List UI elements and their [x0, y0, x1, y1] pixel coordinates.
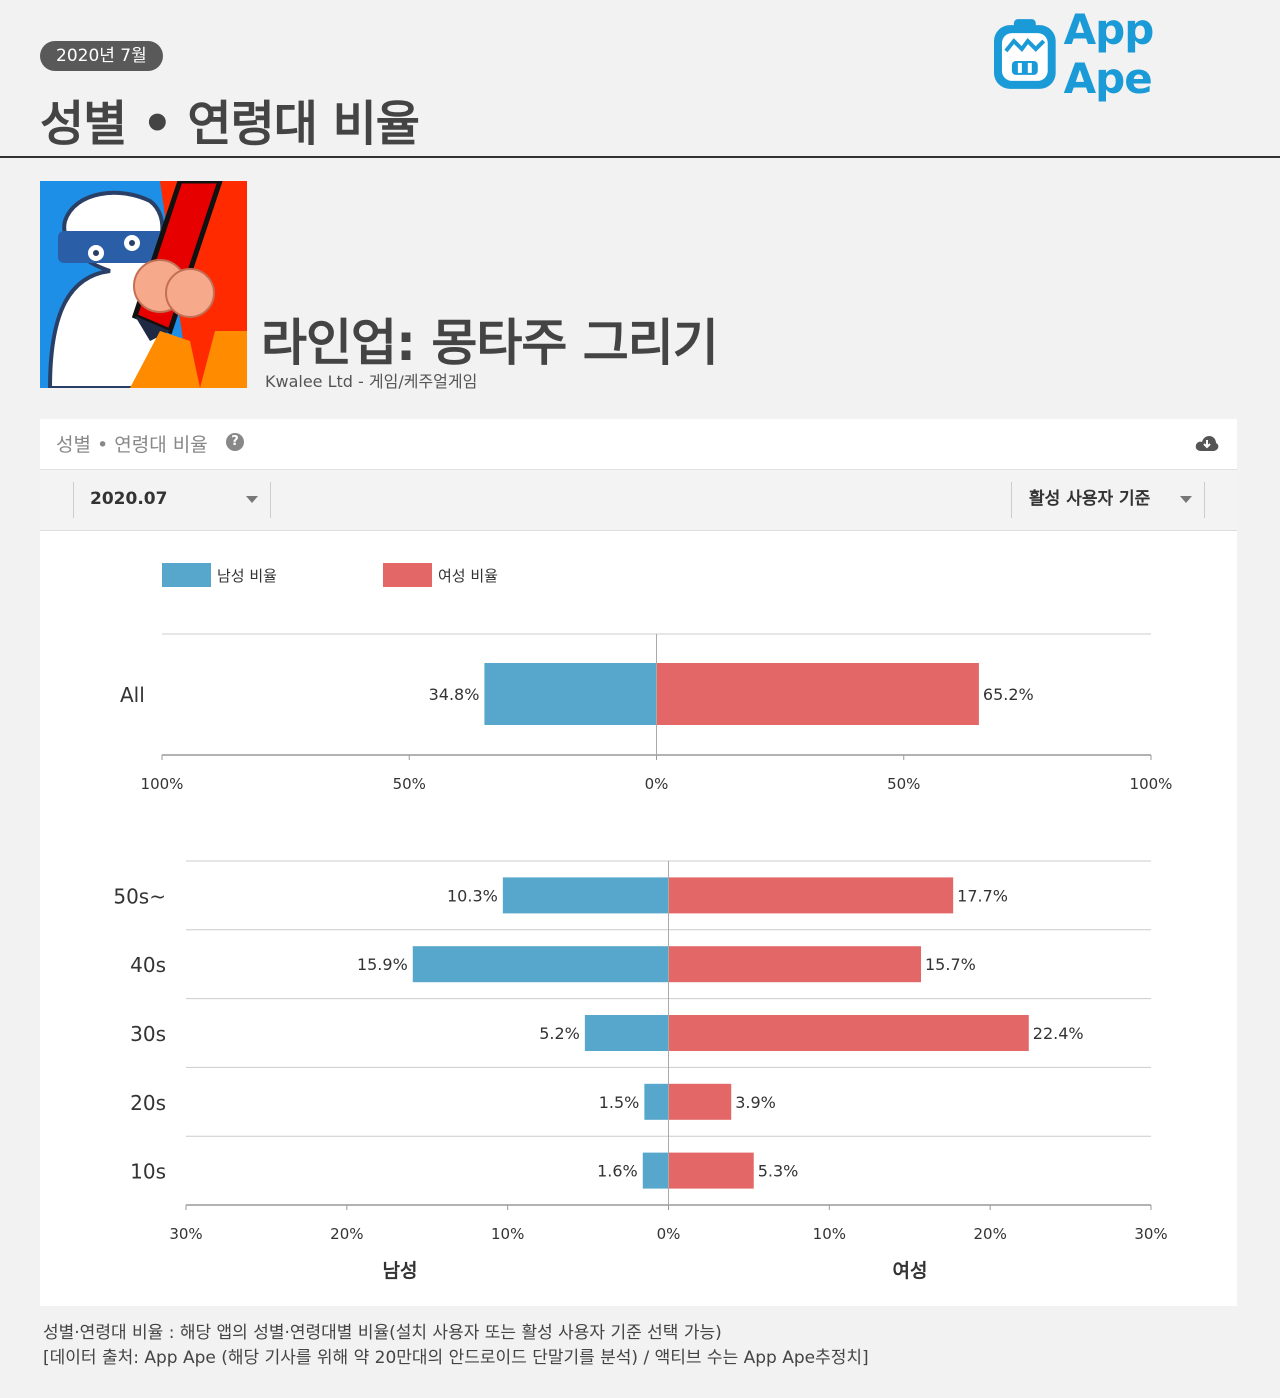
data-label-female-20s: 3.9%	[735, 1093, 776, 1112]
chevron-down-icon	[246, 496, 258, 503]
bar-female-10s	[668, 1152, 754, 1189]
data-label-female-50s~: 17.7%	[957, 886, 1008, 905]
app-developer-category: Kwalee Ltd - 게임/케주얼게임	[265, 372, 478, 391]
data-label-female-10s: 5.3%	[758, 1162, 799, 1181]
bar-male-50s~	[502, 877, 669, 914]
brand-name: App Ape	[1063, 5, 1155, 103]
bar-female-30s	[668, 1015, 1029, 1051]
x-tick-label: 30%	[1134, 1225, 1167, 1243]
bar-female-50s~	[668, 877, 954, 914]
x-tick-label: 50%	[887, 775, 920, 793]
data-label-female-40s: 15.7%	[925, 955, 976, 974]
app-ape-mascot-icon	[993, 19, 1056, 89]
data-label-male-40s: 15.9%	[357, 955, 408, 974]
panel-title: 성별 • 연령대 비율	[56, 434, 208, 456]
footnote: 성별·연령대 비율 : 해당 앱의 성별·연령대별 비율(설치 사용자 또는 활…	[43, 1321, 869, 1371]
cloud-download-icon[interactable]	[1195, 433, 1219, 453]
x-tick-label: 100%	[141, 775, 184, 793]
bar-female-all	[656, 663, 979, 725]
data-label-female-30s: 22.4%	[1033, 1024, 1084, 1043]
bar-male-40s	[412, 946, 669, 983]
category-label-30s: 30s	[130, 1022, 166, 1046]
x-tick-label: 50%	[393, 775, 426, 793]
x-tick-label: 10%	[813, 1225, 846, 1243]
x-tick-label: 0%	[645, 775, 669, 793]
basis-select[interactable]: 활성 사용자 기준	[1011, 482, 1205, 518]
x-tick-label: 20%	[330, 1225, 363, 1243]
x-tick-label: 30%	[169, 1225, 202, 1243]
bar-male-20s	[644, 1083, 669, 1120]
header-divider	[0, 156, 1280, 158]
month-select-value: 2020.07	[90, 489, 168, 509]
data-label-male-30s: 5.2%	[539, 1024, 580, 1043]
chart-panel: 성별 • 연령대 비율 ? 2020.07 활성 사용자 기준 남성 비율 여성 …	[40, 419, 1237, 1306]
app-name: 라인업: 몽타주 그리기	[261, 314, 719, 372]
month-select[interactable]: 2020.07	[73, 482, 271, 518]
x-tick-label: 100%	[1130, 775, 1173, 793]
category-label-all: All	[120, 683, 145, 707]
data-label-female-all: 65.2%	[983, 685, 1034, 704]
legend-male-swatch	[162, 563, 211, 587]
basis-select-value: 활성 사용자 기준	[1029, 489, 1151, 509]
data-label-male-20s: 1.5%	[599, 1093, 640, 1112]
page-title: 성별 • 연령대 비율	[40, 96, 420, 152]
bar-female-20s	[668, 1083, 732, 1120]
category-label-10s: 10s	[130, 1160, 166, 1184]
bar-male-30s	[584, 1015, 669, 1051]
help-icon[interactable]: ?	[226, 433, 244, 451]
legend-female-label: 여성 비율	[438, 567, 498, 585]
x-axis-label-male: 남성	[383, 1260, 418, 1282]
footnote-definition: 성별·연령대 비율 : 해당 앱의 성별·연령대별 비율(설치 사용자 또는 활…	[43, 1323, 722, 1343]
category-label-20s: 20s	[130, 1091, 166, 1115]
chevron-down-icon	[1180, 496, 1192, 503]
x-axis-label-female: 여성	[893, 1260, 928, 1282]
bar-male-10s	[642, 1152, 669, 1189]
app-icon	[40, 181, 247, 388]
bar-female-40s	[668, 946, 922, 983]
category-label-50s~: 50s~	[113, 884, 166, 908]
legend-female-swatch	[383, 563, 432, 587]
data-label-male-10s: 1.6%	[597, 1162, 638, 1181]
legend-male-label: 남성 비율	[217, 567, 277, 585]
category-label-40s: 40s	[130, 953, 166, 977]
x-tick-label: 10%	[491, 1225, 524, 1243]
app-ape-logo: App Ape	[992, 5, 1254, 103]
x-tick-label: 20%	[973, 1225, 1006, 1243]
data-label-male-all: 34.8%	[429, 685, 480, 704]
bar-male-all	[484, 663, 657, 725]
panel-header: 성별 • 연령대 비율 ?	[40, 419, 1237, 470]
filter-bar: 2020.07 활성 사용자 기준	[40, 470, 1237, 531]
gender-age-chart: 남성 비율 여성 비율 100% 50% 0% 50% 100% 34.8% 65.2% All 3…	[113, 563, 1173, 1282]
data-label-male-50s~: 10.3%	[447, 886, 498, 905]
x-tick-label: 0%	[657, 1225, 681, 1243]
report-date-badge: 2020년 7월	[40, 41, 163, 71]
footnote-source: [데이터 출처: App Ape (해당 기사를 위해 약 20만대의 안드로이…	[43, 1348, 869, 1368]
